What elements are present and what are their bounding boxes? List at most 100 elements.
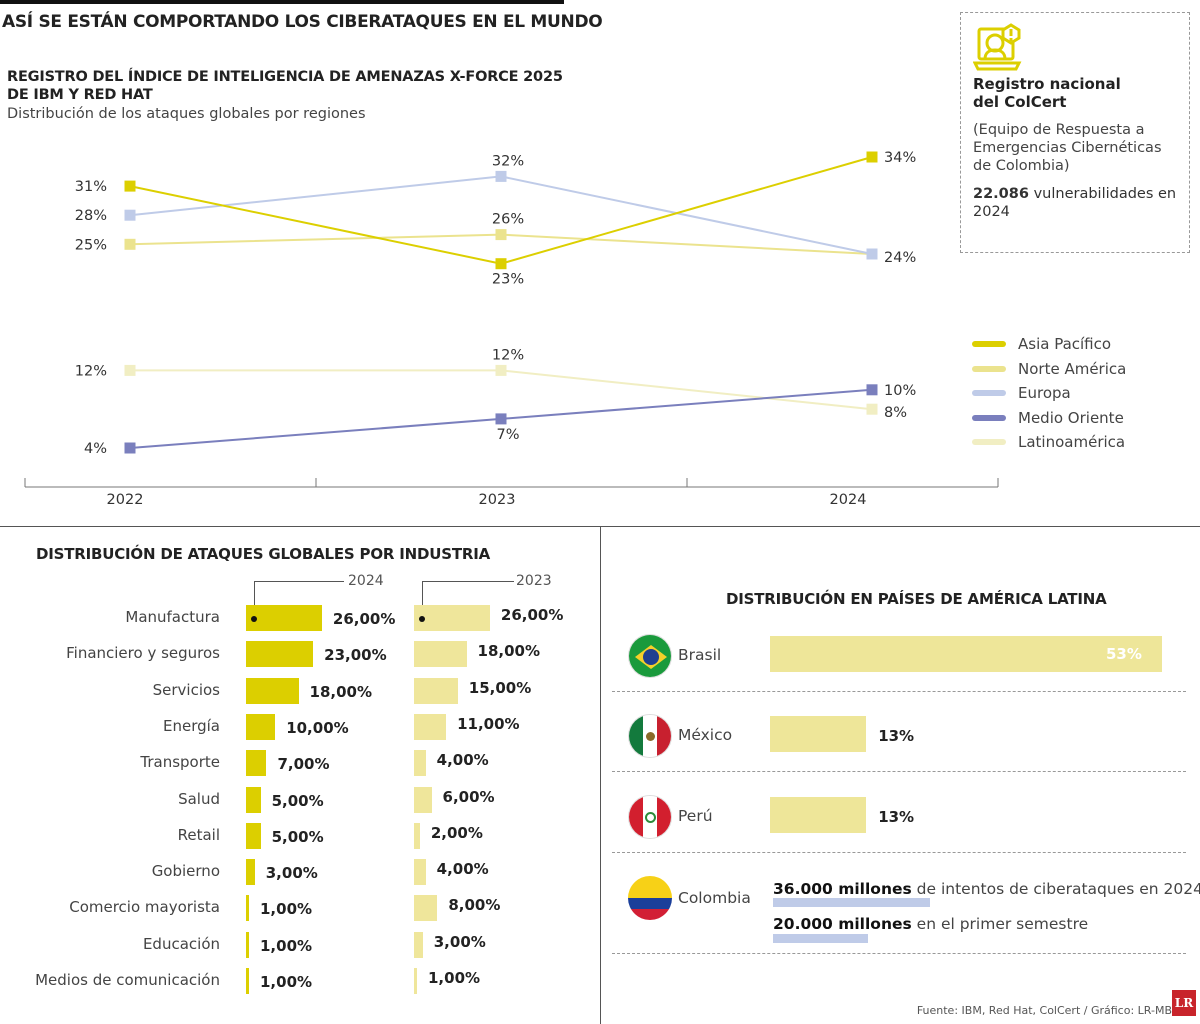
industry-label: Energía [163,716,220,735]
row-divider [612,691,1186,692]
industry-label: Retail [177,825,220,844]
colcert-title: Registro nacional [973,75,1121,93]
colombia-semester-text: en el primer semestre [911,915,1089,933]
latam-chart-title: DISTRIBUCIÓN EN PAÍSES DE AMÉRICA LATINA [726,590,1107,608]
bar-value-label: 7,00% [277,755,330,774]
bar-value-label: 26,00% [332,610,396,628]
legend-label: Europa [1018,384,1071,403]
data-point [866,384,878,396]
bar-value-label: 1,00% [428,969,481,987]
bar-value-label: 53% [1106,645,1142,663]
bar-2023 [414,677,458,704]
bar-2023 [414,605,490,631]
x-tick-label: 2024 [830,492,867,508]
data-label: 8% [884,405,907,421]
bar-2023 [414,750,426,777]
data-point [495,170,507,182]
region-line-chart: 2022 2023 2024 12% 12% 8% 4% 7% 10% 25% 26% 24% 28% 3… [24,150,999,508]
legend-swatch [972,439,1006,446]
data-label: 28% [75,208,107,224]
colombia-attempts-text: de intentos de ciberataques en 2024 [911,880,1200,898]
bar-2024 [246,968,249,994]
row-divider [612,953,1186,954]
data-label: 23% [492,272,524,288]
bar-2024 [246,750,267,777]
bar-2024 [246,677,299,704]
vulnerability-count: 22.086 [973,186,1029,202]
legend-label: Latinoamérica [1018,433,1126,452]
country-bar [770,797,867,833]
bar-2024 [246,859,255,886]
bar-value-label: 18,00% [477,642,541,661]
bar-2023 [414,931,423,958]
data-point [124,180,136,192]
country-bar [770,716,867,752]
x-tick-label: 2023 [479,492,516,508]
industry-label: Salud [178,789,220,808]
data-point [124,209,136,221]
bar-2023 [414,641,467,668]
data-label: 25% [75,237,107,253]
legend-label: Medio Oriente [1018,408,1124,427]
industry-label: Medios de comunicación [35,971,220,989]
bar-2024 [246,931,249,958]
year-label-2023: 2023 [516,573,552,589]
bar-2024 [246,895,249,922]
bar-2024 [246,822,261,849]
industry-label: Financiero y seguros [66,644,220,663]
bar-value-label: 4,00% [436,751,489,770]
industry-label: Transporte [140,753,220,772]
bar-value-label: 3,00% [265,864,318,883]
data-label: 12% [75,363,107,379]
data-point [866,151,878,163]
industry-label: Servicios [152,680,220,699]
bar-value-label: 11,00% [457,714,520,733]
data-label: 32% [492,153,524,169]
data-point [124,442,136,454]
row-divider [612,852,1186,853]
bar-2024 [246,641,314,668]
bar-value-label: 26,00% [500,606,564,624]
brazil-flag-icon [628,634,672,678]
colombia-attempts-semester: 20.000 millones [773,915,912,933]
legend-swatch [972,390,1006,397]
x-tick-label: 2022 [107,492,144,508]
peru-flag-icon [628,795,672,839]
bar-2023 [414,713,447,740]
row-divider [612,771,1186,772]
bar-2024 [246,786,261,813]
bar-value-label: 5,00% [271,791,324,810]
bar-value-label: 1,00% [260,936,313,955]
country-label-colombia: Colombia [678,889,751,907]
bar-value-label: 23,00% [324,646,387,665]
lr-logo: LR [1172,990,1196,1016]
bar-value-label: 5,00% [271,827,324,846]
bar-2024 [246,713,276,740]
vertical-divider [600,526,601,1024]
bar-value-label: 6,00% [442,787,495,806]
colcert-box: Registro nacional del ColCert (Equipo de … [960,12,1190,253]
bar-value-label: 1,00% [260,973,313,991]
vulnerability-text: vulnerabilidades en 2024 [973,186,1177,220]
legend-label: Norte América [1018,359,1127,378]
top-rule [0,0,564,4]
legend-item: Norte América [972,357,1126,382]
data-point [495,258,507,270]
bar-value-label: 8,00% [448,896,501,915]
legend-item: Asia Pacífico [972,332,1126,357]
data-label: 34% [884,150,916,166]
line-chart-title: REGISTRO DEL ÍNDICE DE INTELIGENCIA DE A… [7,69,563,103]
series-line-latinoamérica [130,369,873,411]
bar-value-label: 2,00% [430,823,483,842]
bar-2023 [414,786,432,813]
source-note: Fuente: IBM, Red Hat, ColCert / Gráfico:… [916,1004,1172,1017]
country-bar [770,636,1163,672]
colcert-description: (Equipo de Respuesta a Emergencias Ciber… [973,122,1162,174]
bar-value-label: 4,00% [436,860,489,879]
data-label: 10% [884,383,916,399]
industry-label: Comercio mayorista [69,898,220,917]
country-label: México [678,726,733,744]
data-point [495,229,507,241]
data-label: 4% [84,441,107,457]
line-chart-legend: Asia Pacífico Norte América Europa Medio Or… [972,332,1126,455]
